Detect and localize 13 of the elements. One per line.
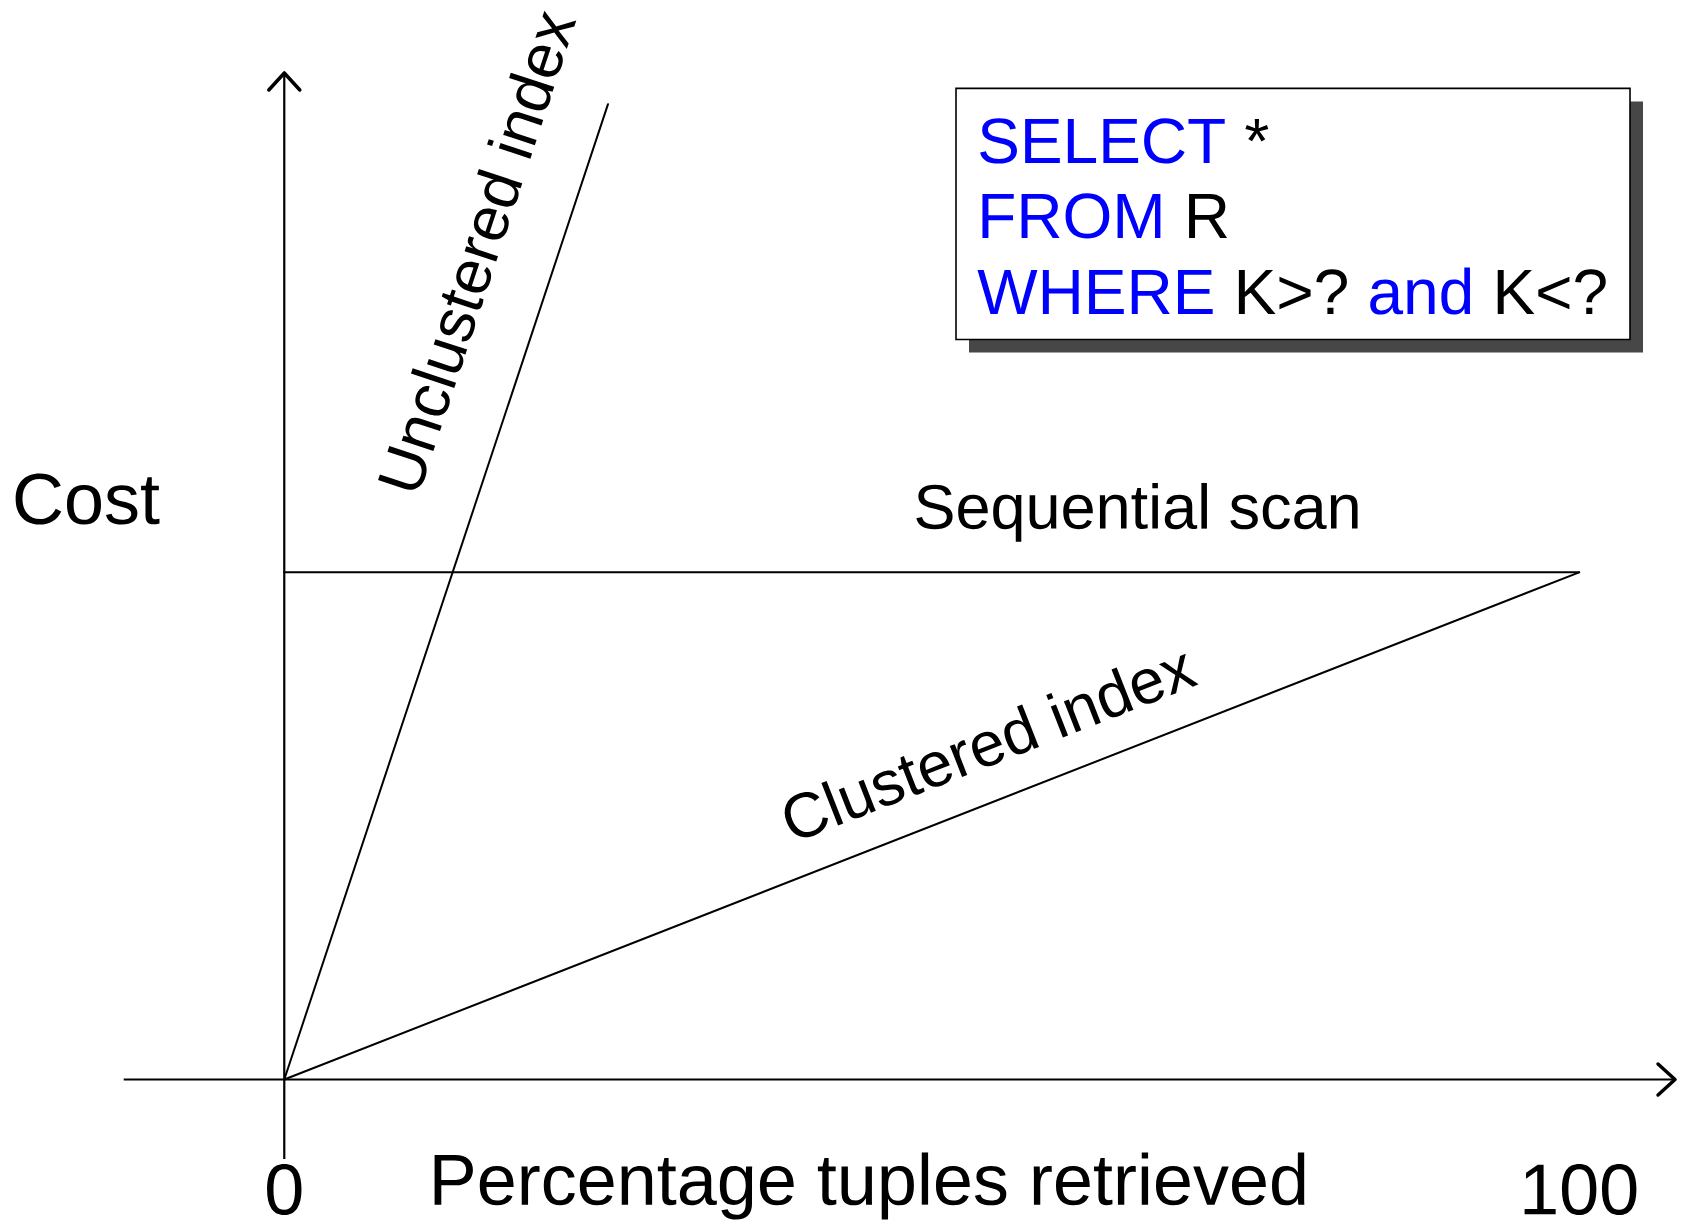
annotation: and (1370, 267, 1471, 315)
annotation: SELECT (980, 118, 1225, 164)
annotation: FROM (982, 193, 1161, 239)
annotation: K>? (1238, 269, 1347, 314)
x-tick-label: 100 (1524, 1164, 1637, 1215)
annotation: * (1245, 118, 1269, 142)
annotation: K<? (1497, 269, 1606, 314)
series-label: Sequential scan (916, 482, 1358, 542)
annotation: R (1189, 193, 1228, 238)
annotation: WHERE (977, 269, 1213, 314)
x-axis-title: Percentage tuples retrieved (434, 1152, 1305, 1220)
y-axis-title: Cost (15, 473, 160, 525)
x-tick-label: 0 (267, 1164, 302, 1215)
